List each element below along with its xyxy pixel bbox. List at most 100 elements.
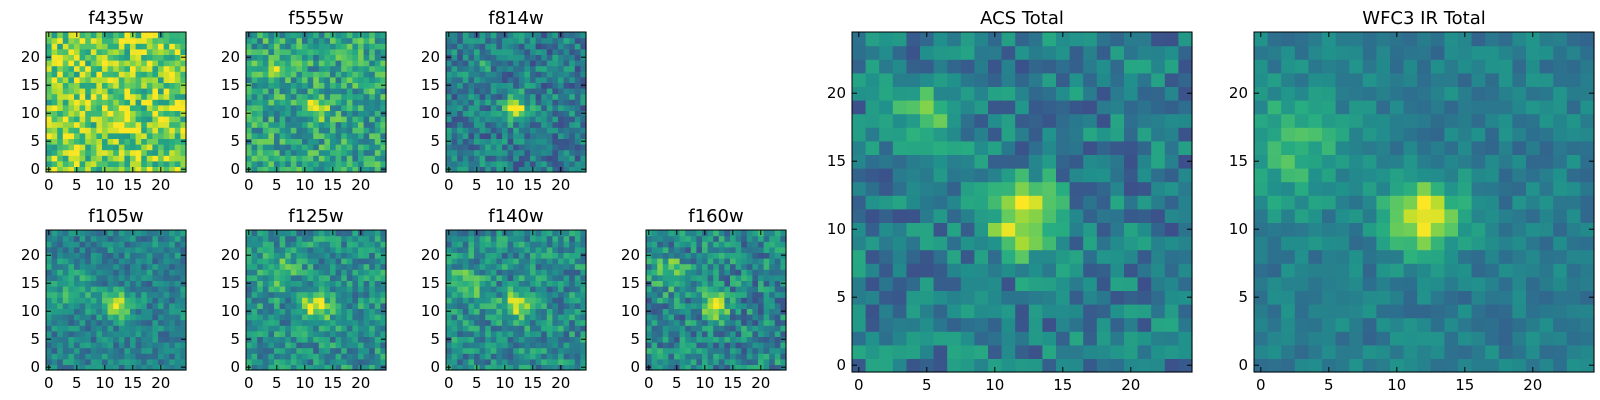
- heatmap-cell: [363, 241, 370, 248]
- heatmap-cell: [746, 325, 753, 332]
- heatmap-cell: [352, 138, 359, 145]
- heatmap-cell: [724, 342, 731, 349]
- heatmap-cell: [285, 149, 292, 156]
- heatmap-cell: [68, 258, 75, 265]
- heatmap-cell: [380, 99, 387, 106]
- heatmap-cell: [57, 160, 64, 167]
- heatmap-cell: [90, 286, 97, 293]
- heatmap-cell: [324, 325, 331, 332]
- heatmap-cell: [457, 330, 464, 337]
- heatmap-cell: [85, 314, 92, 321]
- heatmap-cell: [268, 32, 275, 39]
- heatmap-cell: [558, 258, 565, 265]
- heatmap-cell: [702, 252, 709, 259]
- heatmap-cell: [169, 302, 176, 309]
- heatmap-cell: [662, 274, 669, 281]
- heatmap-cell: [163, 252, 170, 259]
- heatmap-cell: [118, 138, 125, 145]
- heatmap-cell: [1124, 236, 1139, 251]
- heatmap-cell: [558, 160, 565, 167]
- heatmap-cell: [290, 308, 297, 315]
- heatmap-cell: [496, 93, 503, 100]
- heatmap-cell: [1178, 222, 1193, 237]
- heatmap-cell: [1124, 304, 1139, 319]
- heatmap-cell: [330, 258, 337, 265]
- heatmap-cell: [85, 274, 92, 281]
- heatmap-cell: [324, 235, 331, 242]
- heatmap-cell: [346, 302, 353, 309]
- heatmap-cell: [758, 314, 765, 321]
- heatmap-cell: [174, 54, 181, 61]
- heatmap-cell: [346, 291, 353, 298]
- heatmap-cell: [446, 43, 453, 50]
- heatmap-cell: [485, 297, 492, 304]
- heatmap-cell: [502, 235, 509, 242]
- heatmap-cell: [1028, 276, 1043, 291]
- heatmap-cell: [974, 263, 989, 278]
- heatmap-cell: [569, 286, 576, 293]
- heatmap-cell: [769, 235, 776, 242]
- heatmap-cell: [51, 88, 58, 95]
- heatmap-cell: [479, 166, 486, 173]
- x-tick-label: 20: [351, 176, 370, 194]
- heatmap-cell: [485, 325, 492, 332]
- heatmap-cell: [313, 342, 320, 349]
- heatmap-cell: [318, 82, 325, 89]
- heatmap-cell: [763, 336, 770, 343]
- heatmap-cell: [865, 317, 880, 332]
- heatmap-cell: [780, 330, 787, 337]
- heatmap-cell: [251, 330, 258, 337]
- heatmap-cell: [79, 353, 86, 360]
- heatmap-cell: [369, 121, 376, 128]
- heatmap-cell: [118, 144, 125, 151]
- heatmap-cell: [285, 104, 292, 111]
- heatmap-cell: [74, 127, 81, 134]
- heatmap-cell: [290, 37, 297, 44]
- heatmap-cell: [285, 358, 292, 365]
- heatmap-cell: [102, 71, 109, 78]
- heatmap-cell: [502, 110, 509, 117]
- heatmap-cell: [68, 43, 75, 50]
- heatmap-cell: [158, 319, 165, 326]
- heatmap-cell: [546, 325, 553, 332]
- heatmap-cell: [988, 181, 1003, 196]
- heatmap-cell: [730, 314, 737, 321]
- heatmap-cell: [358, 263, 365, 270]
- heatmap-cell: [546, 110, 553, 117]
- heatmap-cell: [574, 297, 581, 304]
- heatmap-cell: [513, 302, 520, 309]
- heatmap-cell: [290, 127, 297, 134]
- heatmap-cell: [374, 43, 381, 50]
- heatmap-cell: [180, 71, 187, 78]
- heatmap-cell: [135, 342, 142, 349]
- heatmap-cell: [169, 93, 176, 100]
- heatmap-cell: [174, 132, 181, 139]
- heatmap-cell: [174, 144, 181, 151]
- heatmap-cell: [130, 99, 137, 106]
- heatmap-cell: [569, 297, 576, 304]
- x-tick-label: 15: [323, 374, 342, 392]
- heatmap-cell: [335, 235, 342, 242]
- heatmap-cell: [1028, 181, 1043, 196]
- heatmap-cell: [51, 364, 58, 371]
- heatmap-cell: [685, 358, 692, 365]
- heatmap-cell: [246, 132, 253, 139]
- heatmap-cell: [290, 144, 297, 151]
- heatmap-cell: [662, 235, 669, 242]
- heatmap-cell: [696, 325, 703, 332]
- heatmap-cell: [774, 319, 781, 326]
- heatmap-cell: [462, 155, 469, 162]
- heatmap-cell: [507, 93, 514, 100]
- heatmap-cell: [457, 246, 464, 253]
- heatmap-cell: [290, 88, 297, 95]
- heatmap-cell: [152, 65, 159, 72]
- heatmap-cell: [318, 121, 325, 128]
- heatmap-cell: [702, 269, 709, 276]
- heatmap-cell: [852, 358, 867, 373]
- heatmap-cell: [646, 263, 653, 270]
- heatmap-cell: [374, 274, 381, 281]
- heatmap-cell: [1056, 304, 1071, 319]
- heatmap-cell: [307, 314, 314, 321]
- heatmap-cell: [262, 144, 269, 151]
- heatmap-cell: [302, 110, 309, 117]
